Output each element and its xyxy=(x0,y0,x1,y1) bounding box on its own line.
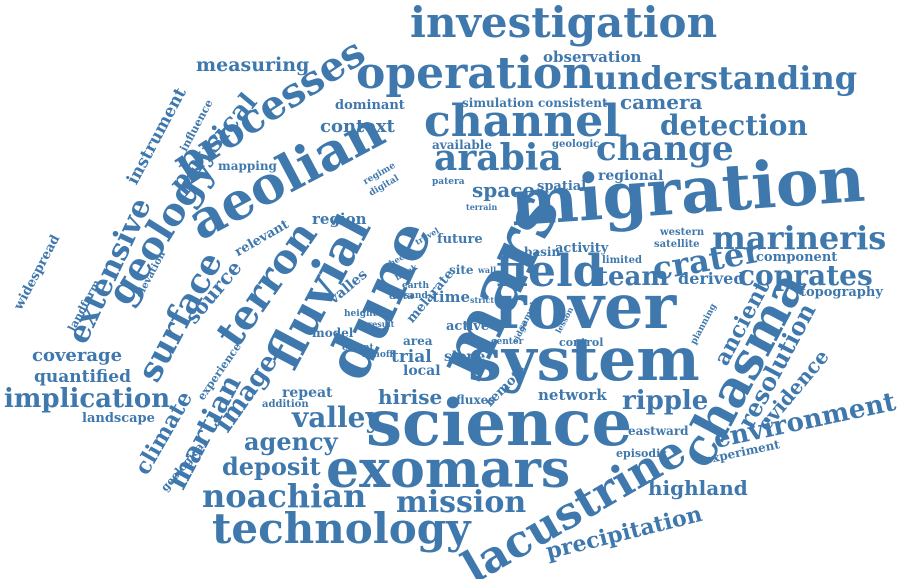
word-episodic: episodic xyxy=(616,447,667,460)
word-channel: channel xyxy=(424,96,620,147)
word-consistent: consistent xyxy=(538,96,608,110)
word-control: control xyxy=(559,336,604,349)
word-widespread: widespread xyxy=(11,232,64,313)
word-context: context xyxy=(320,116,395,137)
word-area: area xyxy=(403,334,433,348)
word-measuring: measuring xyxy=(196,54,310,76)
word-investigation: investigation xyxy=(410,0,718,47)
word-eastward: eastward xyxy=(628,424,689,438)
word-rover: rover xyxy=(494,270,677,343)
word-height: height xyxy=(344,309,377,319)
word-system: system xyxy=(468,325,700,395)
word-result: result xyxy=(368,319,395,329)
word-local: local xyxy=(403,363,441,379)
word-terrain: terrain xyxy=(466,202,498,212)
word-time: time xyxy=(432,288,471,306)
word-dominant: dominant xyxy=(335,98,405,113)
word-marineris: marineris xyxy=(712,219,887,257)
word-regional: regional xyxy=(598,168,664,184)
word-available: available xyxy=(432,138,492,152)
word-addition: addition xyxy=(262,399,309,410)
word-team: team xyxy=(596,262,669,292)
word-highland: highland xyxy=(648,476,748,500)
word-geologic: geologic xyxy=(552,139,600,150)
word-field: field xyxy=(496,246,604,297)
word-extent: extent xyxy=(342,343,374,353)
word-future: future xyxy=(437,232,483,247)
word-model: model xyxy=(312,326,354,340)
word-noachian: noachian xyxy=(202,477,367,515)
word-camera: camera xyxy=(620,90,703,114)
word-site: site xyxy=(449,263,474,277)
word-implication: implication xyxy=(4,384,171,414)
word-network: network xyxy=(538,386,607,404)
word-observation: observation xyxy=(543,48,642,66)
word-hirise: hirise xyxy=(378,385,443,409)
word-arabia: arabia xyxy=(434,137,562,179)
word-limited: limited xyxy=(602,255,642,266)
word-patera: patera xyxy=(432,177,465,187)
word-runoff: runoff xyxy=(362,350,394,360)
word-topography: topography xyxy=(800,285,883,300)
word-center: center xyxy=(491,337,524,347)
word-wall: wall xyxy=(478,265,497,275)
word-mapping: mapping xyxy=(218,159,277,173)
word-exomars: exomars xyxy=(326,439,571,500)
word-repeat: repeat xyxy=(282,385,333,401)
word-science: science xyxy=(366,386,633,461)
word-sand: sand xyxy=(404,291,428,301)
word-earth: earth xyxy=(402,281,429,291)
word-strict: strict xyxy=(470,295,495,305)
word-quantified: quantified xyxy=(34,367,131,387)
word-technology: technology xyxy=(212,504,471,553)
word-agency: agency xyxy=(244,427,338,456)
word-detection: detection xyxy=(660,109,808,142)
word-region: region xyxy=(312,210,367,228)
word-ripple: ripple xyxy=(622,386,709,416)
word-mission: mission xyxy=(396,485,527,520)
word-space: space xyxy=(472,178,536,202)
word-fluxes: fluxes xyxy=(456,393,495,407)
word-coprates: coprates xyxy=(738,259,873,292)
word-spatial: spatial xyxy=(537,179,587,194)
word-slope: slope xyxy=(444,349,486,365)
word-simulation: simulation xyxy=(462,96,534,110)
word-component: component xyxy=(756,250,838,265)
word-data: data xyxy=(389,291,414,302)
word-valley: valley xyxy=(292,401,382,434)
word-active: active xyxy=(446,319,490,334)
word-landscape: landscape xyxy=(82,411,155,426)
word-understanding: understanding xyxy=(594,59,858,97)
word-operation: operation xyxy=(356,48,595,99)
word-satellite: satellite xyxy=(654,239,700,250)
word-coverage: coverage xyxy=(32,345,123,366)
word-western: western xyxy=(660,227,705,238)
word-deposit: deposit xyxy=(222,452,321,481)
word-change: change xyxy=(596,129,734,169)
word-trial: trial xyxy=(391,347,432,367)
word-basin: basin xyxy=(524,245,561,259)
word-activity: activity xyxy=(555,241,609,256)
word-derived: derived xyxy=(678,269,745,288)
